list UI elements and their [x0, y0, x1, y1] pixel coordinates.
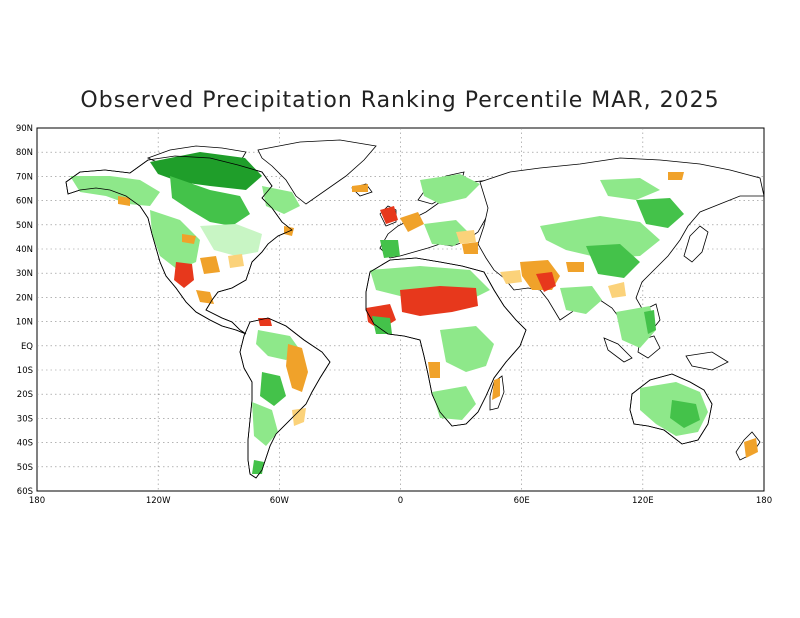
moderately-wet-region: [600, 178, 660, 200]
very-dry-region: [400, 286, 478, 316]
moderately-wet-region: [440, 326, 494, 372]
map-title: Observed Precipitation Ranking Percentil…: [80, 88, 720, 113]
slightly-wet-region: [200, 224, 262, 256]
dry-region: [200, 256, 220, 274]
wet-region: [586, 244, 640, 278]
dry-region: [744, 438, 758, 458]
moderately-wet-region: [252, 402, 278, 446]
latitude-label: EQ: [21, 342, 33, 352]
dry-region: [118, 196, 130, 206]
latitude-label: 40N: [16, 245, 33, 255]
slightly-dry-region: [456, 230, 476, 244]
latitude-label: 60N: [16, 197, 33, 207]
dry-region: [352, 184, 368, 192]
very-dry-region: [258, 318, 272, 326]
precipitation-patches: [70, 152, 758, 474]
longitude-label: 60E: [514, 496, 530, 506]
coastline-overlay: [65, 155, 713, 479]
wet-region: [380, 240, 400, 258]
longitude-label: 120E: [632, 496, 654, 506]
moderately-wet-region: [420, 174, 480, 204]
latitude-labels: 90N 80N 70N 60N 50N 40N 30N 20N 10N EQ 10S 20S 30S 40…: [16, 124, 33, 497]
moderately-wet-region: [560, 286, 602, 314]
latitude-label: 60S: [17, 487, 33, 497]
very-dry-region: [174, 262, 194, 288]
dry-region: [196, 290, 214, 304]
latitude-label: 20N: [16, 293, 33, 303]
moderately-wet-region: [540, 216, 660, 258]
dry-region: [462, 242, 478, 254]
latitude-label: 50S: [17, 463, 33, 473]
latitude-label: 20S: [17, 390, 33, 400]
slightly-dry-region: [228, 254, 244, 268]
longitude-label: 180: [29, 496, 45, 506]
latitude-label: 30S: [17, 414, 33, 424]
longitude-labels: 180 120W 60W 0 60E 120E 180: [29, 496, 772, 506]
latitude-label: 30N: [16, 269, 33, 279]
latitude-label: 10S: [17, 366, 33, 376]
wet-region: [670, 400, 700, 428]
sumatra: [603, 337, 633, 363]
longitude-label: 0: [398, 496, 403, 506]
dry-region: [286, 344, 308, 392]
dry-region: [492, 378, 500, 400]
slightly-dry-region: [292, 408, 306, 426]
wet-region: [644, 310, 656, 334]
longitude-label: 60W: [270, 496, 290, 506]
moderately-wet-region: [150, 210, 200, 270]
latitude-label: 80N: [16, 148, 33, 158]
dry-region: [668, 172, 684, 180]
greenland: [257, 139, 377, 205]
longitude-label: 180: [756, 496, 772, 506]
latitude-label: 70N: [16, 172, 33, 182]
new-guinea: [685, 351, 729, 371]
dry-region: [428, 362, 440, 378]
moderately-wet-region: [432, 386, 476, 420]
longitude-label: 120W: [146, 496, 171, 506]
wet-region: [170, 176, 250, 226]
dry-region: [566, 262, 584, 272]
wet-region: [372, 316, 392, 334]
wet-region: [260, 372, 286, 406]
wet-region: [636, 198, 684, 228]
slightly-dry-region: [500, 270, 522, 284]
very-dry-region: [536, 272, 556, 292]
japan: [683, 225, 709, 263]
dry-region: [400, 212, 424, 232]
latitude-label: 50N: [16, 221, 33, 231]
wet-region: [252, 460, 264, 474]
slightly-dry-region: [608, 282, 626, 298]
moderately-wet-region: [70, 176, 160, 206]
latitude-label: 40S: [17, 439, 33, 449]
latitude-label: 90N: [16, 124, 33, 134]
latitude-label: 10N: [16, 318, 33, 328]
dry-region: [182, 234, 196, 244]
very-dry-region: [380, 206, 398, 224]
